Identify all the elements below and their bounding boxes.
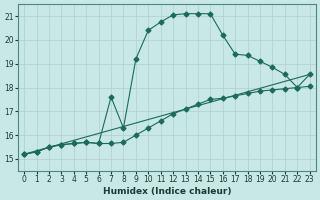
- X-axis label: Humidex (Indice chaleur): Humidex (Indice chaleur): [103, 187, 231, 196]
